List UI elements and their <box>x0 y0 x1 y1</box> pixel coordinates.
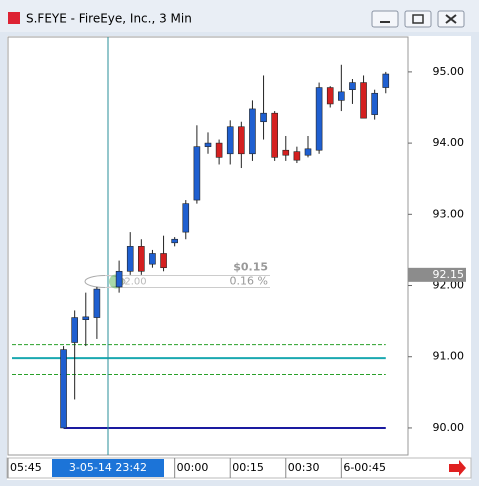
last-price-label: 92.15 <box>433 268 465 281</box>
candle-body <box>60 349 67 429</box>
scroll-arrow[interactable] <box>449 460 466 476</box>
candle-body <box>171 238 178 244</box>
x-tick-label: 05:45 <box>10 461 42 474</box>
candle-body <box>349 82 356 90</box>
plot-area <box>7 36 409 456</box>
y-tick-label: 95.00 <box>433 65 465 78</box>
measure-change: $0.15 <box>233 261 268 274</box>
cursor-label: 3-05-14 23:42 <box>69 461 147 474</box>
candle-body <box>215 142 223 158</box>
candle-body <box>371 92 378 115</box>
candle-body <box>71 317 78 343</box>
candle-body <box>326 87 334 105</box>
cursor-label-box <box>52 459 164 477</box>
plot: 90.00 91.00 92.00 93.00 94.00 95.00 05:45 00:00… <box>7 37 466 478</box>
last-price-box <box>408 267 466 282</box>
candle-body <box>249 108 256 155</box>
window-title: S.FEYE - FireEye, Inc., 3 Min <box>26 12 192 26</box>
app-icon <box>8 12 20 24</box>
candle-body <box>93 288 101 318</box>
candle-body <box>82 316 90 321</box>
minimize-button[interactable] <box>371 10 399 28</box>
candle-body <box>338 91 345 101</box>
measure-price: 92.00 <box>118 277 147 288</box>
y-tick-label: 91.00 <box>433 350 465 363</box>
x-tick-label: 00:00 <box>177 461 209 474</box>
candle-body <box>282 149 290 156</box>
candle-body <box>115 270 123 288</box>
maximize-button[interactable] <box>404 10 432 28</box>
candle-body <box>304 148 312 156</box>
candle-body <box>226 126 234 155</box>
candle-body <box>238 126 245 155</box>
candle-body <box>360 82 367 119</box>
candle-body <box>260 112 267 123</box>
candle-body <box>138 246 145 272</box>
x-tick-label: 00:30 <box>288 461 320 474</box>
x-tick-label: 6-00:45 <box>343 461 386 474</box>
y-tick-label: 93.00 <box>433 207 465 220</box>
x-tick-label: 00:15 <box>232 461 264 474</box>
y-tick-label: 94.00 <box>433 136 465 149</box>
candle-body <box>149 253 156 265</box>
candle-body <box>126 246 134 272</box>
y-tick-label: 90.00 <box>433 421 465 434</box>
window-buttons[interactable] <box>371 10 465 28</box>
candle-body <box>271 112 278 158</box>
candle-body <box>182 203 190 233</box>
candle-body <box>204 142 212 147</box>
title-bar <box>0 0 479 32</box>
candle-body <box>315 87 323 151</box>
measure-percent: 0.16 % <box>230 275 268 288</box>
candle-body <box>293 151 301 161</box>
candle-body <box>382 73 390 88</box>
candle-body <box>193 146 201 201</box>
candle-body <box>160 253 167 269</box>
